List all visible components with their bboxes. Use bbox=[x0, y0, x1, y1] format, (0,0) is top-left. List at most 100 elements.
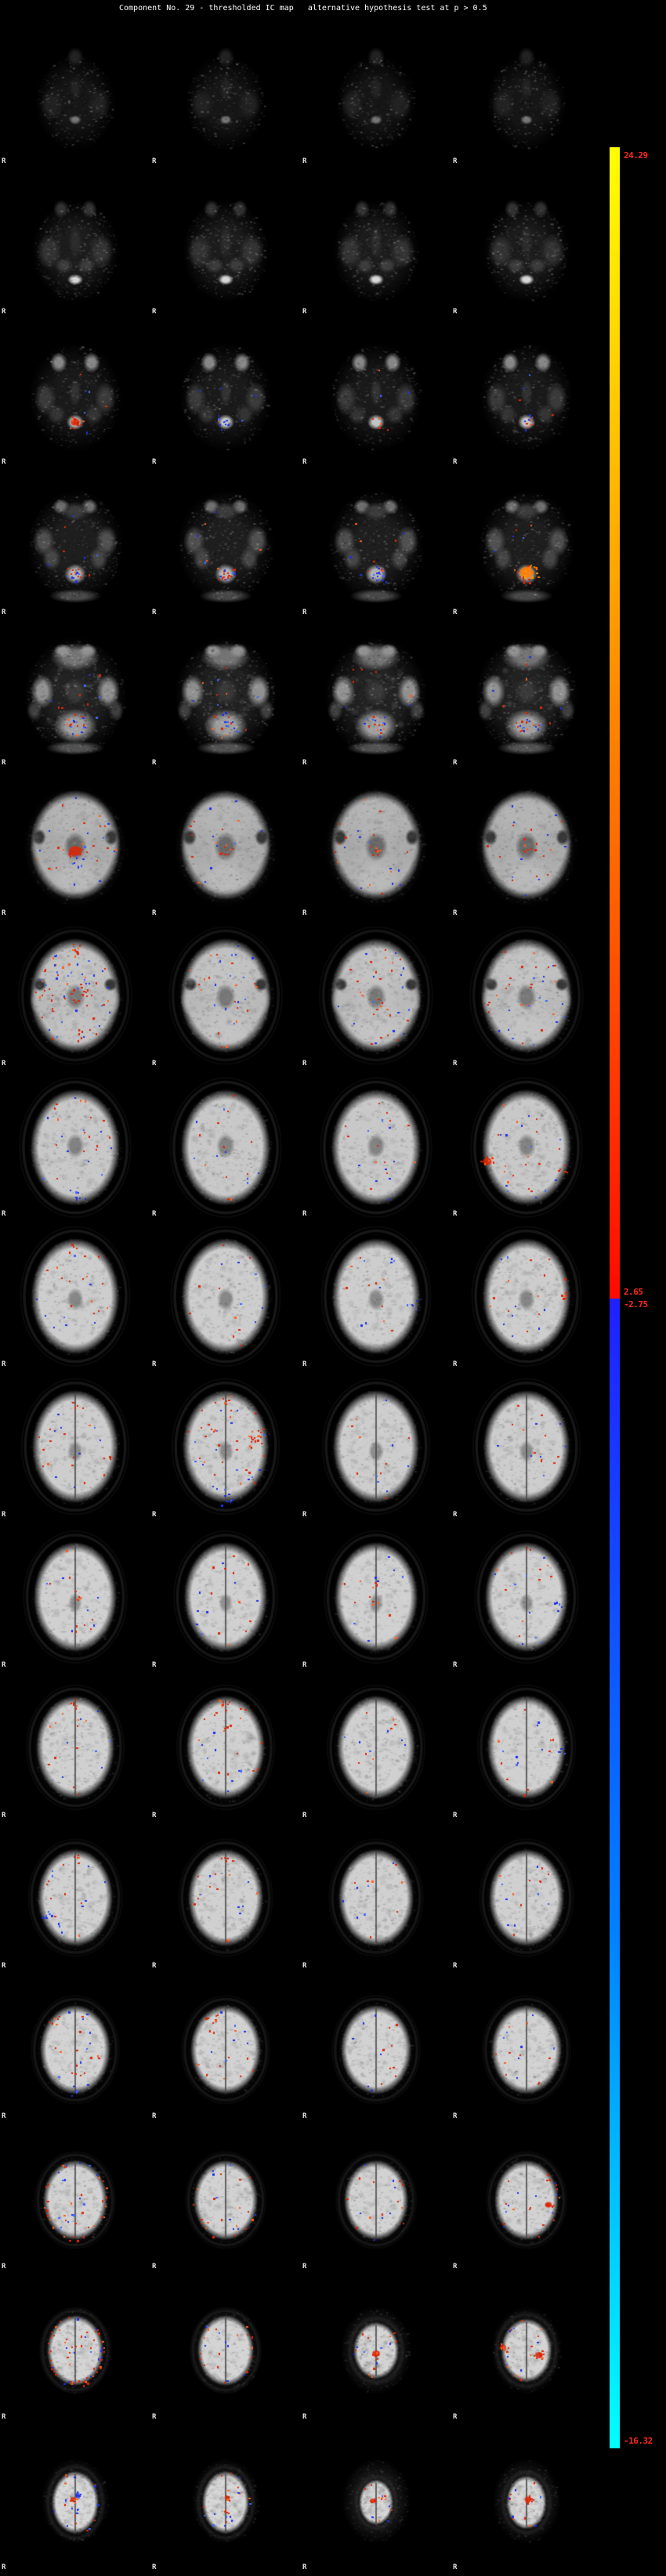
orientation-marker-r: R bbox=[152, 1210, 157, 1218]
brain-slice-image bbox=[0, 1824, 150, 1974]
brain-slice-image bbox=[451, 2275, 602, 2426]
orientation-marker-r: R bbox=[152, 2263, 157, 2271]
brain-slice-image bbox=[451, 1373, 602, 1523]
brain-slice-r16c1: R bbox=[0, 2275, 150, 2426]
colorbar-positive-segment bbox=[610, 147, 620, 1299]
brain-slice-r16c3: R bbox=[301, 2275, 451, 2426]
orientation-marker-r: R bbox=[2, 1360, 6, 1368]
orientation-marker-r: R bbox=[302, 1962, 307, 1970]
orientation-marker-r: R bbox=[453, 2413, 458, 2421]
brain-slice-image bbox=[0, 1373, 150, 1523]
brain-slice-image bbox=[150, 1373, 301, 1523]
orientation-marker-r: R bbox=[2, 1962, 6, 1970]
orientation-marker-r: R bbox=[152, 2112, 157, 2120]
orientation-marker-r: R bbox=[2, 1661, 6, 1669]
brain-slice-image bbox=[0, 1072, 150, 1223]
orientation-marker-r: R bbox=[302, 2112, 307, 2120]
orientation-marker-r: R bbox=[2, 308, 6, 316]
orientation-marker-r: R bbox=[152, 1060, 157, 1068]
brain-slice-r12c3: R bbox=[301, 1674, 451, 1824]
brain-slice-r13c3: R bbox=[301, 1824, 451, 1974]
orientation-marker-r: R bbox=[302, 909, 307, 917]
orientation-marker-r: R bbox=[2, 2263, 6, 2271]
brain-slice-r12c2: R bbox=[150, 1674, 301, 1824]
brain-slice-image bbox=[150, 20, 301, 170]
orientation-marker-r: R bbox=[152, 2413, 157, 2421]
brain-slice-image bbox=[451, 1523, 602, 1674]
brain-slice-image bbox=[451, 621, 602, 771]
brain-slice-image bbox=[301, 2125, 451, 2275]
orientation-marker-r: R bbox=[2, 1060, 6, 1068]
brain-slice-r17c1: R bbox=[0, 2426, 150, 2576]
brain-slice-r15c4: R bbox=[451, 2125, 602, 2275]
brain-slice-r11c3: R bbox=[301, 1523, 451, 1674]
brain-slice-r14c4: R bbox=[451, 1974, 602, 2125]
brain-slice-r16c4: R bbox=[451, 2275, 602, 2426]
brain-slice-image bbox=[150, 621, 301, 771]
brain-slice-r6c2: R bbox=[150, 771, 301, 922]
orientation-marker-r: R bbox=[453, 609, 458, 616]
brain-slice-r5c3: R bbox=[301, 621, 451, 771]
orientation-marker-r: R bbox=[302, 2263, 307, 2271]
brain-slice-r12c4: R bbox=[451, 1674, 602, 1824]
orientation-marker-r: R bbox=[453, 759, 458, 767]
brain-slice-image bbox=[0, 621, 150, 771]
orientation-marker-r: R bbox=[302, 308, 307, 316]
brain-slice-image bbox=[451, 771, 602, 922]
orientation-marker-r: R bbox=[152, 157, 157, 165]
brain-slice-image bbox=[451, 1974, 602, 2125]
orientation-marker-r: R bbox=[2, 909, 6, 917]
brain-slice-image bbox=[301, 1523, 451, 1674]
brain-slice-r11c1: R bbox=[0, 1523, 150, 1674]
brain-slice-image bbox=[301, 1223, 451, 1373]
orientation-marker-r: R bbox=[152, 609, 157, 616]
orientation-marker-r: R bbox=[152, 2563, 157, 2571]
orientation-marker-r: R bbox=[453, 909, 458, 917]
orientation-marker-r: R bbox=[302, 1060, 307, 1068]
orientation-marker-r: R bbox=[2, 1812, 6, 1819]
brain-slice-image bbox=[0, 1974, 150, 2125]
orientation-marker-r: R bbox=[2, 609, 6, 616]
brain-slice-image bbox=[451, 1824, 602, 1974]
brain-slice-image bbox=[150, 2426, 301, 2576]
brain-slice-r1c2: R bbox=[150, 20, 301, 170]
orientation-marker-r: R bbox=[152, 909, 157, 917]
brain-slice-image bbox=[451, 1223, 602, 1373]
orientation-marker-r: R bbox=[453, 1060, 458, 1068]
brain-slice-image bbox=[150, 2275, 301, 2426]
brain-slice-r13c2: R bbox=[150, 1824, 301, 1974]
orientation-marker-r: R bbox=[302, 1812, 307, 1819]
brain-slice-r7c3: R bbox=[301, 922, 451, 1072]
brain-slice-r6c1: R bbox=[0, 771, 150, 922]
brain-slice-r11c4: R bbox=[451, 1523, 602, 1674]
brain-slice-r16c2: R bbox=[150, 2275, 301, 2426]
orientation-marker-r: R bbox=[302, 609, 307, 616]
orientation-marker-r: R bbox=[302, 2563, 307, 2571]
orientation-marker-r: R bbox=[2, 1511, 6, 1519]
brain-slice-image bbox=[301, 20, 451, 170]
brain-slice-image bbox=[0, 320, 150, 471]
brain-slice-r14c2: R bbox=[150, 1974, 301, 2125]
brain-slice-image bbox=[301, 1974, 451, 2125]
brain-slice-image bbox=[0, 2125, 150, 2275]
brain-slice-r8c3: R bbox=[301, 1072, 451, 1223]
colorbar-positive-threshold-label: 2.65 bbox=[624, 1287, 643, 1297]
brain-slice-image bbox=[301, 471, 451, 621]
orientation-marker-r: R bbox=[2, 1210, 6, 1218]
brain-slice-r17c4: R bbox=[451, 2426, 602, 2576]
orientation-marker-r: R bbox=[453, 308, 458, 316]
brain-slice-image bbox=[451, 170, 602, 320]
brain-slice-r15c3: R bbox=[301, 2125, 451, 2275]
brain-slice-r3c1: R bbox=[0, 320, 150, 471]
orientation-marker-r: R bbox=[2, 2563, 6, 2571]
brain-slice-r10c2: R bbox=[150, 1373, 301, 1523]
brain-slice-r9c2: R bbox=[150, 1223, 301, 1373]
brain-slice-image bbox=[451, 1072, 602, 1223]
brain-slice-image bbox=[451, 2125, 602, 2275]
brain-slice-r13c1: R bbox=[0, 1824, 150, 1974]
orientation-marker-r: R bbox=[302, 2413, 307, 2421]
orientation-marker-r: R bbox=[453, 1661, 458, 1669]
brain-slice-r10c3: R bbox=[301, 1373, 451, 1523]
orientation-marker-r: R bbox=[302, 1511, 307, 1519]
